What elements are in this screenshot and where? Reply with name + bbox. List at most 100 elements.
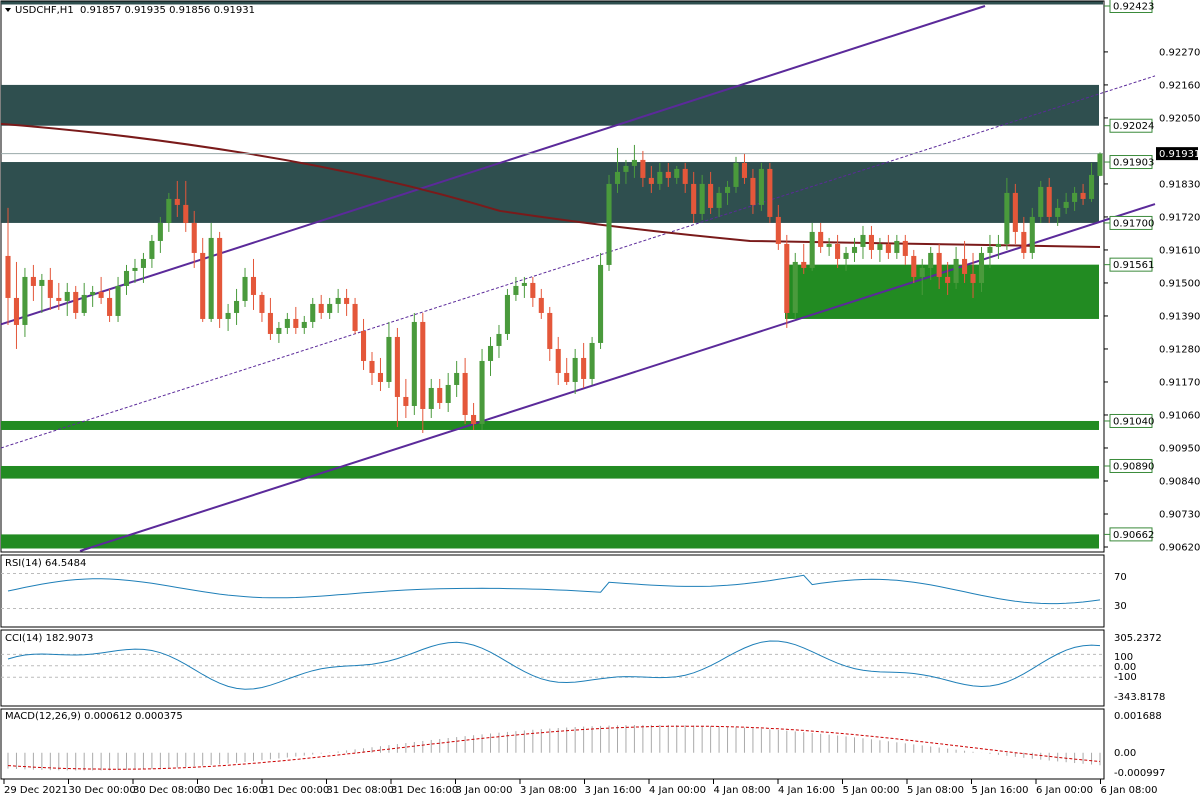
candle-body (911, 255, 917, 277)
candle-body (487, 345, 494, 361)
candle-body (420, 321, 426, 409)
price-tick-label: 0.91500 (1159, 278, 1200, 289)
cci-lines (1, 640, 1103, 690)
candle-body (801, 261, 807, 268)
candle-body (200, 252, 206, 319)
candle-body (1097, 153, 1103, 176)
cci-line (7, 640, 1101, 690)
candle-body (1012, 192, 1018, 232)
candle-body (513, 285, 519, 295)
candle-body (665, 171, 671, 178)
time-label: 29 Dec 2021 (4, 785, 68, 796)
lower-channel-line (79, 203, 1156, 552)
level-label: 0.91561 (1113, 260, 1154, 271)
time-label: 30 Dec 08:00 (133, 785, 200, 796)
current-price-box (1156, 147, 1198, 161)
price-tick-label: 0.91170 (1159, 377, 1200, 388)
time-label: 6 Jan 00:00 (1036, 785, 1093, 796)
candle-body (504, 294, 510, 334)
candle-body (970, 273, 976, 283)
candle-body (606, 183, 612, 265)
level-label: 0.92024 (1113, 121, 1154, 132)
zone-support-5 (1, 534, 1099, 549)
candle-body (851, 246, 858, 253)
candle-body (13, 297, 20, 325)
candle-body (377, 372, 384, 382)
current-price-label: 0.91931 (1159, 149, 1200, 160)
price-tick-label: 0.91830 (1159, 179, 1200, 190)
candle-body (411, 321, 417, 406)
rsi-tick-70: 70 (1114, 572, 1127, 583)
candle-body (310, 303, 316, 322)
candle-body (521, 282, 527, 286)
candle-body (250, 276, 257, 295)
price-tick-label: 0.91390 (1159, 311, 1200, 322)
candle-body (987, 246, 993, 253)
candle-body (208, 237, 214, 319)
level-label: 0.91040 (1113, 416, 1154, 427)
candle-body (1055, 207, 1061, 217)
candle-body (1072, 192, 1078, 202)
candle-body (98, 291, 104, 298)
candle-body (318, 303, 324, 313)
candle-body (631, 159, 637, 166)
rsi-label: RSI(14) 64.5484 (5, 558, 86, 569)
candle-body (818, 231, 824, 247)
candle-body (496, 333, 502, 346)
zone-support-4 (1, 465, 1099, 479)
candle-body (1038, 186, 1044, 217)
price-tick-label: 0.90840 (1159, 476, 1200, 487)
candle-body (327, 303, 333, 313)
macd-tick-min: -0.000997 (1114, 768, 1165, 779)
chevron-down-icon[interactable] (5, 8, 11, 12)
candle-body (47, 279, 53, 298)
candle-body (123, 270, 130, 286)
time-label: 5 Jan 08:00 (907, 785, 964, 796)
rsi-line (7, 574, 1101, 605)
candle-body (140, 258, 146, 268)
symbol-label: USDCHF,H1 (15, 5, 74, 16)
candle-body (657, 171, 663, 184)
candle-body (115, 285, 121, 316)
candle-body (741, 162, 748, 178)
candle-body (733, 162, 739, 187)
macd-lines (7, 724, 1101, 771)
candle-body (174, 198, 180, 205)
candle-body (724, 186, 731, 193)
candle-body (276, 327, 282, 334)
level-label: 0.92423 (1113, 2, 1154, 13)
time-label: 31 Dec 00:00 (262, 785, 329, 796)
candle-body (945, 276, 951, 283)
cci-label: CCI(14) 182.9073 (5, 633, 93, 644)
median-dashed-line (0, 75, 1156, 449)
candle-body (157, 222, 163, 241)
candle-body (301, 321, 307, 328)
candle-body (1021, 231, 1027, 253)
time-label: 30 Dec 16:00 (198, 785, 265, 796)
cci-tick-neg100: -100 (1114, 672, 1137, 683)
price-tick-label: 0.91280 (1159, 344, 1200, 355)
level-label: 0.90662 (1113, 530, 1154, 541)
time-label: 5 Jan 00:00 (843, 785, 900, 796)
candle-body (1088, 174, 1095, 199)
ohlc-label: 0.91857 0.91935 0.91856 0.91931 (80, 5, 255, 16)
candle-body (623, 165, 629, 172)
candle-body (428, 387, 434, 409)
candle-body (614, 171, 621, 184)
macd-signal-line (7, 725, 1101, 770)
candle-body (648, 177, 654, 184)
candle-body (936, 252, 942, 277)
candle-body (682, 168, 688, 184)
time-label: 5 Jan 16:00 (972, 785, 1029, 796)
candle-body (191, 222, 197, 253)
candle-body (792, 261, 798, 313)
candle-body (784, 243, 790, 313)
price-tick-label: 0.90730 (1159, 509, 1200, 520)
candle-body (716, 192, 722, 208)
candle-body (758, 168, 764, 205)
candle-body (403, 396, 409, 406)
candle-body (5, 255, 11, 298)
